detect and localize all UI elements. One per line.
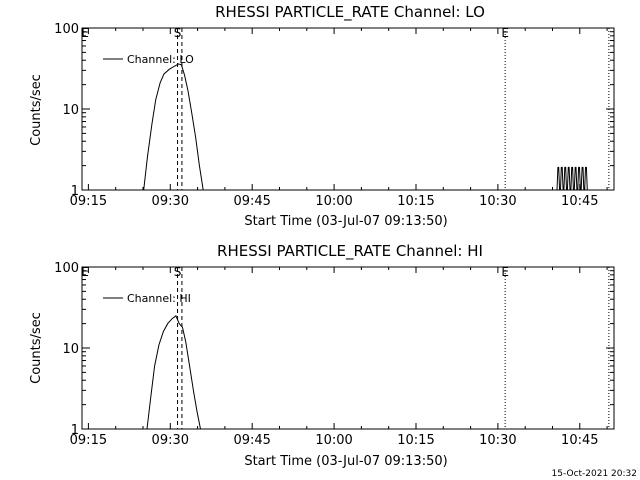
x-tick-label: 10:00: [315, 433, 352, 448]
x-tick-label: 10:30: [479, 194, 516, 209]
x-tick-label: 09:45: [233, 433, 270, 448]
y-tick-label: 100: [54, 261, 79, 276]
marker-label: S: [174, 265, 182, 279]
x-tick-label: 10:45: [561, 433, 598, 448]
y-tick-label: 100: [54, 22, 79, 37]
y-axis-label-hi: Counts/sec: [29, 312, 44, 384]
x-tick-label: 10:45: [561, 194, 598, 209]
x-tick-label: 10:30: [479, 433, 516, 448]
y-tick-label: 1: [71, 423, 79, 438]
panel-hi: RHESSI PARTICLE_RATE Channel: HI 09:15 09…: [29, 242, 615, 469]
x-tick-label: 10:00: [315, 194, 352, 209]
marker-label: E: [81, 26, 89, 40]
panel-lo: RHESSI PARTICLE_RATE Channel: LO 09:15 09…: [29, 3, 615, 229]
marker-label: S: [174, 26, 182, 40]
series-line: [146, 315, 201, 430]
series-line: [143, 63, 204, 191]
y-tick-label: 10: [62, 103, 79, 118]
x-tick-label: 10:15: [397, 433, 434, 448]
x-tick-label: 09:45: [233, 194, 270, 209]
x-tick-label: 10:15: [397, 194, 434, 209]
legend-label-hi: Channel: HI: [127, 292, 191, 305]
chart-title-lo: RHESSI PARTICLE_RATE Channel: LO: [215, 3, 485, 22]
marker-label: E: [81, 265, 89, 279]
x-axis-label-lo: Start Time (03-Jul-07 09:13:50): [244, 214, 447, 229]
x-tick-label: 09:15: [70, 194, 107, 209]
chart-title-hi: RHESSI PARTICLE_RATE Channel: HI: [217, 242, 483, 261]
marker-label: E: [501, 265, 509, 279]
x-tick-label: 09:30: [152, 433, 189, 448]
x-ticks-hi: 09:15 09:30 09:45 10:00 10:15 10:30 10:45: [70, 267, 608, 448]
x-tick-label: 09:30: [152, 194, 189, 209]
marker-label: E: [501, 26, 509, 40]
series-lo: [143, 63, 588, 191]
series-spikes: [556, 166, 588, 191]
y-tick-label: 1: [71, 184, 79, 199]
series-hi: [146, 315, 201, 430]
x-tick-label: 09:15: [70, 433, 107, 448]
y-tick-label: 10: [62, 342, 79, 357]
y-ticks-lo: 1 10 100: [54, 22, 614, 199]
legend-label-lo: Channel: LO: [127, 53, 194, 66]
footer-timestamp: 15-Oct-2021 20:32: [552, 469, 637, 479]
y-axis-label-lo: Counts/sec: [29, 74, 44, 146]
x-axis-label-hi: Start Time (03-Jul-07 09:13:50): [244, 454, 447, 469]
x-ticks-lo: 09:15 09:30 09:45 10:00 10:15 10:30 10:45: [70, 28, 608, 209]
y-ticks-hi: 1 10 100: [54, 261, 614, 438]
